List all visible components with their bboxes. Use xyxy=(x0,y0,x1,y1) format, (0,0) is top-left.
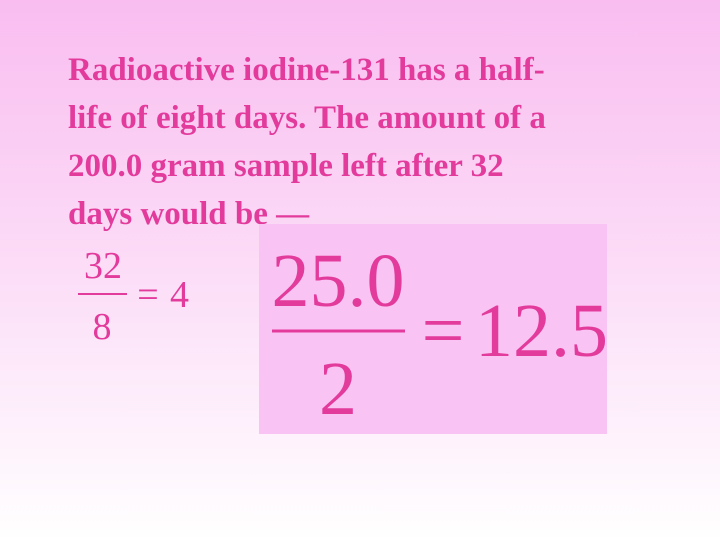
result: 4 xyxy=(170,274,189,316)
equation: 25.0 2 = 12.5 xyxy=(272,239,609,431)
equation: 32 8 = 4 xyxy=(78,245,189,348)
paragraph-line: 200.0 gram sample left after 32 xyxy=(68,148,504,184)
paragraph-line: life of eight days. The amount of a xyxy=(68,100,546,136)
equals-sign: = xyxy=(422,289,465,373)
denominator: 8 xyxy=(93,306,112,348)
numerator: 32 xyxy=(84,245,122,287)
equals-sign: = xyxy=(137,274,158,316)
denominator: 2 xyxy=(319,347,357,431)
paragraph-line: Radioactive iodine-131 has a half- xyxy=(68,52,545,88)
result: 12.5 xyxy=(475,289,608,373)
equation-box xyxy=(259,224,607,434)
numerator: 25.0 xyxy=(272,239,405,323)
